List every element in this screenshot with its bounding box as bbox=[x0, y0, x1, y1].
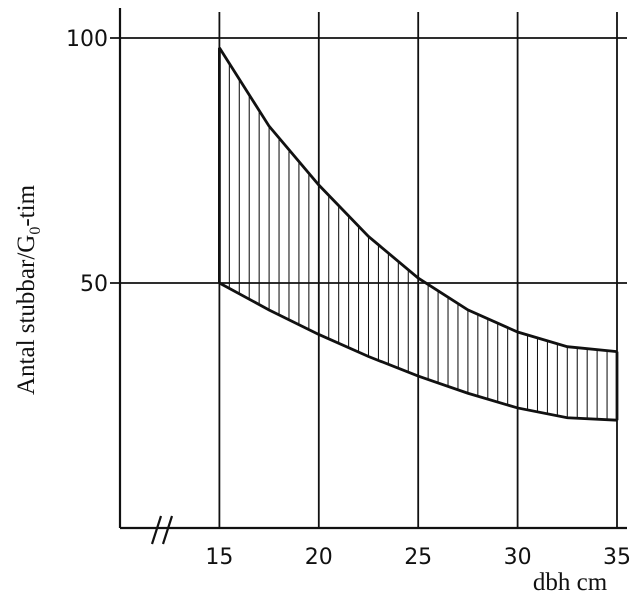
x-tick-label-15: 15 bbox=[205, 545, 233, 570]
grid-layer bbox=[110, 12, 627, 528]
axis-break-stroke-1 bbox=[150, 515, 163, 545]
y-tick-label-100: 100 bbox=[66, 27, 108, 52]
y-tick-label-50: 50 bbox=[80, 272, 108, 297]
y-axis-title-main: Antal stubbar/G bbox=[13, 235, 40, 395]
y-axis-title-subscript: 0 bbox=[27, 227, 44, 235]
hatch-band bbox=[218, 47, 618, 421]
axes-layer bbox=[118, 8, 627, 530]
series-layer bbox=[217, 47, 619, 422]
labels-layer: 15 20 25 30 35 100 50 bbox=[66, 27, 631, 570]
axis-break-stroke-2 bbox=[161, 515, 174, 545]
x-axis-break-mark bbox=[150, 515, 174, 545]
x-axis-title: dbh cm bbox=[533, 569, 608, 596]
x-tick-label-20: 20 bbox=[305, 545, 333, 570]
y-axis-title: Antal stubbar/G0-tim bbox=[13, 184, 44, 395]
upper-curve bbox=[218, 47, 618, 353]
y-axis-title-suffix: -tim bbox=[13, 184, 40, 226]
lower-curve bbox=[218, 281, 618, 422]
x-tick-label-30: 30 bbox=[504, 545, 532, 570]
x-tick-label-35: 35 bbox=[603, 545, 631, 570]
x-tick-label-25: 25 bbox=[404, 545, 432, 570]
